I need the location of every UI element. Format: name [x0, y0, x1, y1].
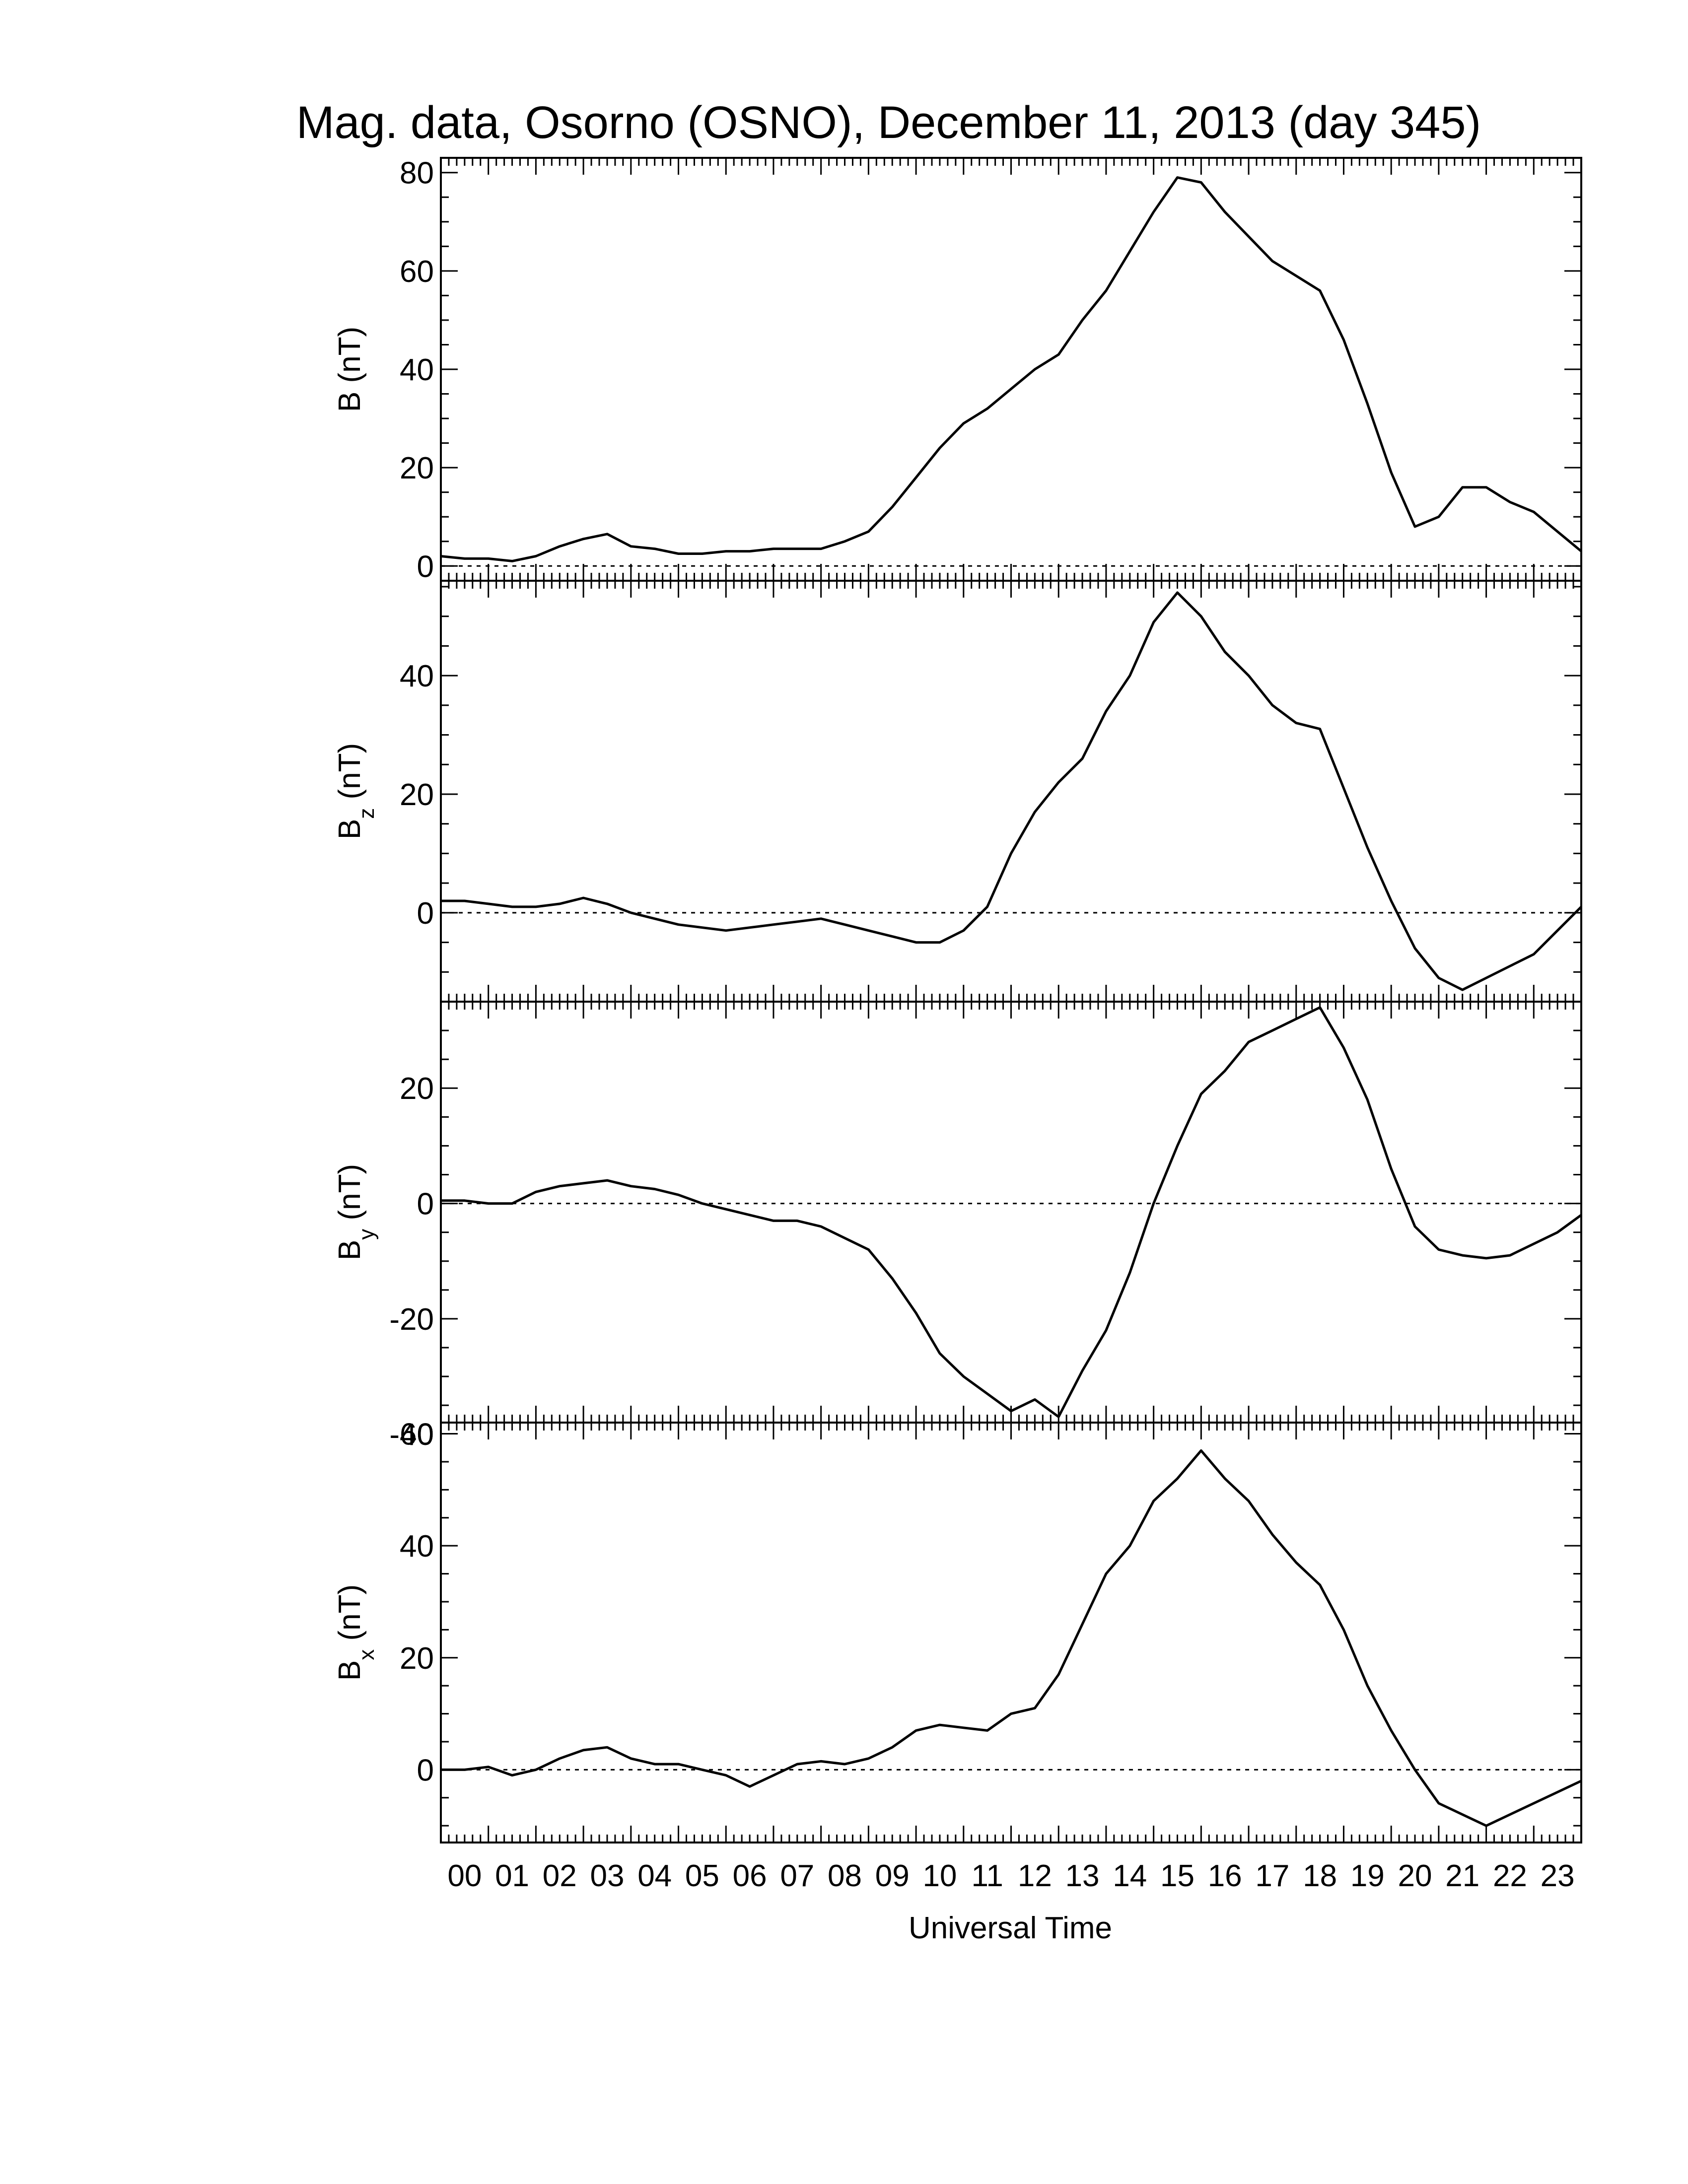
y-tick-label: 0	[417, 549, 434, 584]
x-tick-label: 21	[1445, 1859, 1479, 1893]
y-axis-label: By (nT)	[333, 1164, 379, 1260]
x-tick-label: 16	[1208, 1859, 1242, 1893]
x-tick-label: 17	[1255, 1859, 1289, 1893]
x-tick-label: 11	[971, 1859, 1003, 1893]
y-tick-label: 20	[400, 1072, 434, 1106]
series-line	[441, 1006, 1582, 1418]
series-line	[441, 591, 1582, 991]
x-tick-label: 04	[637, 1859, 672, 1893]
y-tick-label: -40	[389, 1418, 434, 1452]
x-tick-label: 05	[685, 1859, 719, 1893]
y-tick-label: 60	[400, 255, 434, 289]
y-axis-label-main: B	[333, 392, 367, 412]
panel-3: 0 20 40 60 Bx (nT)	[333, 1418, 1582, 1843]
y-axis-label-unit: (nT)	[333, 743, 367, 808]
y-tick-label: 0	[417, 1753, 434, 1787]
x-tick-label: 12	[1018, 1859, 1052, 1893]
x-tick-label: 00	[447, 1859, 482, 1893]
x-tick-label: 13	[1065, 1859, 1100, 1893]
x-tick-label: 20	[1398, 1859, 1432, 1893]
x-tick-label: 22	[1493, 1859, 1527, 1893]
y-tick-label: 40	[400, 1529, 434, 1564]
x-tick-label: 01	[495, 1859, 529, 1893]
x-tick-label: 03	[590, 1859, 624, 1893]
y-axis-label: B (nT)	[333, 327, 367, 412]
panel-1: 0 20 40 Bz (nT)	[333, 580, 1582, 1003]
x-tick-label: 18	[1303, 1859, 1337, 1893]
x-axis-tick-labels: 00 01 02 03 04 05 06 07 08 09 10 11 12 13 14 15 16 17 18 19…	[447, 1859, 1574, 1893]
x-tick-label: 19	[1350, 1859, 1385, 1893]
series-line	[440, 176, 1582, 562]
x-tick-label: 09	[875, 1859, 910, 1893]
y-axis-label: Bx (nT)	[333, 1584, 379, 1681]
x-tick-label: 10	[922, 1859, 957, 1893]
x-tick-label: 06	[733, 1859, 767, 1893]
chart-title: Mag. data, Osorno (OSNO), December 11, 2…	[296, 97, 1481, 148]
y-axis-label-subscript: y	[354, 1229, 379, 1240]
y-axis-label-main: B	[333, 1240, 367, 1260]
y-axis-label-subscript: z	[354, 808, 379, 819]
x-axis-label: Universal Time	[909, 1911, 1112, 1945]
y-tick-label: 20	[400, 451, 434, 485]
y-tick-label: 0	[417, 1187, 434, 1222]
panel-frame	[440, 1422, 1582, 1843]
panel-0: 0 20 40 60 80 B (nT)	[333, 156, 1582, 584]
y-axis-label: Bz (nT)	[333, 743, 379, 839]
x-tick-label: 23	[1541, 1859, 1575, 1893]
series-line	[441, 1449, 1582, 1827]
y-axis-label-unit: (nT)	[333, 327, 367, 392]
y-axis-label-main: B	[333, 1660, 367, 1681]
y-axis-label-unit: (nT)	[333, 1584, 367, 1649]
x-tick-label: 07	[780, 1859, 814, 1893]
y-tick-label: 0	[417, 896, 434, 931]
y-axis-label-unit: (nT)	[333, 1164, 367, 1229]
y-tick-label: 60	[400, 1418, 434, 1452]
x-tick-label: 08	[828, 1859, 862, 1893]
panel-2: -40 -20 0 20 By (nT)	[333, 1001, 1582, 1452]
y-tick-label: 40	[400, 659, 434, 693]
y-axis-label-main: B	[333, 819, 367, 839]
y-tick-label: -20	[389, 1302, 434, 1337]
y-tick-label: 80	[400, 156, 434, 191]
y-tick-label: 40	[400, 353, 434, 387]
y-tick-label: 20	[400, 778, 434, 812]
panels-group: 0 20 40 60 80 B (nT) 0 20 40 Bz (nT) -40 -20 0 20 By (…	[333, 156, 1582, 1843]
y-tick-label: 20	[400, 1641, 434, 1676]
y-axis-label-subscript: x	[354, 1649, 379, 1660]
x-tick-label: 14	[1113, 1859, 1147, 1893]
x-tick-label: 02	[543, 1859, 577, 1893]
x-tick-label: 15	[1160, 1859, 1195, 1893]
